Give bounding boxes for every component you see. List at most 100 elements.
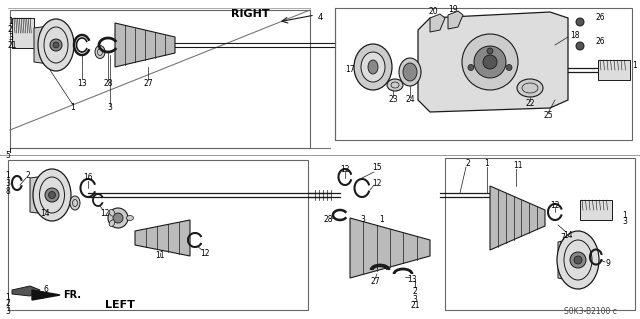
Text: 15: 15 <box>372 164 382 173</box>
Text: 1: 1 <box>484 159 490 167</box>
Polygon shape <box>598 60 630 80</box>
Text: 12: 12 <box>550 201 560 210</box>
Ellipse shape <box>109 220 115 226</box>
Ellipse shape <box>95 46 105 58</box>
Text: 22: 22 <box>525 100 535 108</box>
Text: 1: 1 <box>5 170 10 180</box>
Text: 6: 6 <box>44 286 49 294</box>
Text: 1: 1 <box>8 18 13 26</box>
Text: FR.: FR. <box>63 290 81 300</box>
Text: 12: 12 <box>340 165 349 174</box>
Text: 14: 14 <box>40 209 50 218</box>
Text: 17: 17 <box>346 65 355 75</box>
Ellipse shape <box>70 196 80 210</box>
Circle shape <box>462 34 518 90</box>
Circle shape <box>113 213 123 223</box>
Text: S0K3-B2100 c: S0K3-B2100 c <box>564 308 616 316</box>
Circle shape <box>576 42 584 50</box>
Text: 2: 2 <box>466 159 470 167</box>
Polygon shape <box>418 12 568 112</box>
Text: 28: 28 <box>323 216 333 225</box>
Text: 2: 2 <box>8 26 13 34</box>
Circle shape <box>574 256 582 264</box>
Text: 1: 1 <box>632 61 637 70</box>
Text: 26: 26 <box>595 38 605 47</box>
Circle shape <box>45 188 59 202</box>
Text: 3: 3 <box>5 307 10 315</box>
Text: 3: 3 <box>413 294 417 303</box>
Ellipse shape <box>517 79 543 97</box>
Text: 27: 27 <box>370 278 380 286</box>
Text: 2: 2 <box>5 300 10 308</box>
Text: 24: 24 <box>405 95 415 105</box>
Text: 1: 1 <box>380 216 385 225</box>
Text: 20: 20 <box>428 8 438 17</box>
Text: 25: 25 <box>543 112 553 121</box>
Text: 3: 3 <box>5 179 10 188</box>
Circle shape <box>53 42 59 48</box>
Polygon shape <box>32 290 60 300</box>
Text: 8: 8 <box>5 187 10 196</box>
Text: 11: 11 <box>513 160 523 169</box>
Polygon shape <box>115 23 175 67</box>
Polygon shape <box>12 18 34 48</box>
Text: 7: 7 <box>561 234 565 242</box>
Text: 12: 12 <box>200 249 210 257</box>
Circle shape <box>570 252 586 268</box>
Text: 19: 19 <box>448 5 458 14</box>
Ellipse shape <box>387 79 403 91</box>
Circle shape <box>474 46 506 78</box>
Text: LEFT: LEFT <box>105 300 135 310</box>
Text: 21: 21 <box>410 301 420 310</box>
Text: 1: 1 <box>70 103 76 113</box>
Ellipse shape <box>557 231 599 289</box>
Polygon shape <box>558 238 578 282</box>
Ellipse shape <box>403 63 417 81</box>
Text: 14: 14 <box>563 231 573 240</box>
Text: 3: 3 <box>108 103 113 113</box>
Circle shape <box>108 208 128 228</box>
Text: 27: 27 <box>143 78 153 87</box>
Text: 1: 1 <box>623 211 627 219</box>
Text: 2: 2 <box>26 170 30 180</box>
Polygon shape <box>135 220 190 256</box>
Polygon shape <box>12 286 40 296</box>
Text: 21: 21 <box>8 41 17 50</box>
Polygon shape <box>580 200 612 220</box>
Text: 26: 26 <box>595 13 605 23</box>
Text: RIGHT: RIGHT <box>230 9 269 19</box>
Polygon shape <box>430 14 445 32</box>
Polygon shape <box>34 25 56 65</box>
Polygon shape <box>350 218 430 278</box>
Text: 18: 18 <box>570 31 579 40</box>
Text: 12: 12 <box>100 209 109 218</box>
Text: 4: 4 <box>317 13 323 23</box>
Text: 2: 2 <box>413 287 417 296</box>
Text: 12: 12 <box>372 179 381 188</box>
Circle shape <box>49 191 56 198</box>
Circle shape <box>468 64 474 70</box>
Ellipse shape <box>361 52 385 82</box>
Text: 16: 16 <box>83 174 93 182</box>
Circle shape <box>506 64 512 70</box>
Circle shape <box>50 39 62 51</box>
Text: 5: 5 <box>5 151 10 160</box>
Circle shape <box>487 48 493 54</box>
Text: 13: 13 <box>407 276 417 285</box>
Text: 1: 1 <box>5 293 10 301</box>
Ellipse shape <box>127 216 134 220</box>
Text: 3: 3 <box>8 33 13 42</box>
Polygon shape <box>30 175 52 215</box>
Text: 3: 3 <box>360 216 365 225</box>
Text: 3: 3 <box>623 218 627 226</box>
Text: 1: 1 <box>413 280 417 290</box>
Ellipse shape <box>109 210 115 216</box>
Text: 13: 13 <box>77 78 87 87</box>
Polygon shape <box>490 186 545 250</box>
Ellipse shape <box>368 60 378 74</box>
Ellipse shape <box>33 169 71 221</box>
Circle shape <box>483 55 497 69</box>
Text: 11: 11 <box>156 251 164 261</box>
Ellipse shape <box>354 44 392 90</box>
Ellipse shape <box>38 19 74 71</box>
